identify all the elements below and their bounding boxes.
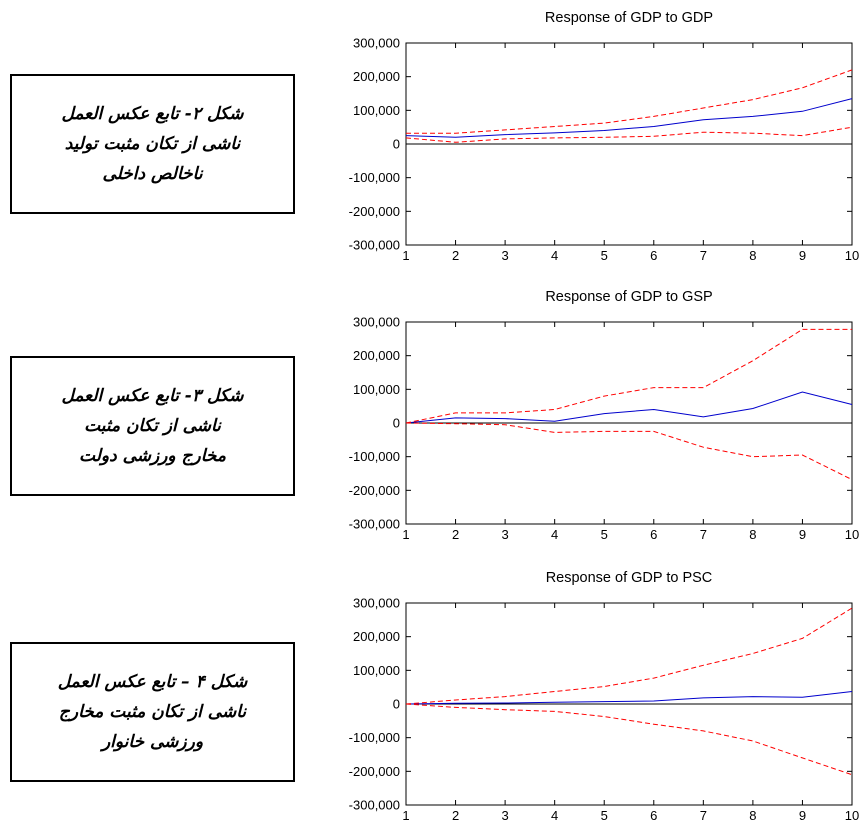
y-tick-label: -300,000 (349, 517, 400, 532)
caption-line: ناخالص داخلی (102, 164, 203, 184)
confidence-band-upper (406, 69, 853, 134)
x-tick-label: 4 (551, 808, 558, 823)
x-tick-label: 9 (799, 527, 806, 542)
impulse-response-chart: Response of GDP to PSC -300,000 -200,000 -1… (349, 570, 860, 823)
y-tick-label: 300,000 (353, 596, 400, 611)
chart-title: Response of GDP to GSP (545, 289, 712, 305)
x-tick-label: 8 (749, 248, 756, 263)
y-tick-label: 300,000 (353, 315, 400, 330)
caption-box: شکل ۳- تابع عکس العمل ناشی از تکان مثبت … (10, 356, 295, 496)
x-tick-label: 2 (452, 808, 459, 823)
chart-title: Response of GDP to PSC (546, 570, 713, 586)
y-tick-label: -100,000 (349, 730, 400, 745)
x-tick-label: 5 (601, 248, 608, 263)
y-tick-label: -300,000 (349, 238, 400, 253)
y-tick-label: -200,000 (349, 204, 400, 219)
x-tick-label: 10 (845, 248, 859, 263)
x-tick-label: 1 (402, 248, 409, 263)
y-tick-label: 100,000 (353, 663, 400, 678)
x-tick-label: 6 (650, 808, 657, 823)
x-tick-label: 3 (501, 527, 508, 542)
x-tick-label: 5 (601, 808, 608, 823)
y-tick-label: -100,000 (349, 449, 400, 464)
confidence-band-lower (405, 422, 853, 481)
caption-box: شکل ۴ – تابع عکس العمل ناشی از تکان مثبت… (10, 642, 295, 782)
y-tick-label: -300,000 (349, 798, 400, 813)
x-tick-label: 8 (749, 527, 756, 542)
caption-line: ناشی از تکان مثبت (84, 416, 221, 436)
y-tick-label: 200,000 (353, 69, 400, 84)
confidence-band-upper (405, 328, 852, 424)
caption-line: ناشی از تکان مثبت تولید (64, 134, 241, 154)
x-tick-label: 2 (452, 527, 459, 542)
x-tick-label: 7 (700, 808, 707, 823)
x-tick-label: 6 (650, 248, 657, 263)
y-tick-label: 200,000 (353, 348, 400, 363)
x-tick-label: 10 (845, 808, 859, 823)
x-tick-label: 9 (799, 808, 806, 823)
x-tick-label: 7 (700, 248, 707, 263)
y-tick-label: 0 (393, 416, 400, 431)
response-line (405, 691, 853, 705)
confidence-band-upper (405, 607, 853, 705)
response-line (405, 98, 853, 138)
caption-line: شکل ۲- تابع عکس العمل (61, 104, 244, 124)
caption-line: شکل ۳- تابع عکس العمل (61, 386, 244, 406)
chart-title: Response of GDP to GDP (545, 10, 713, 26)
x-tick-label: 8 (749, 808, 756, 823)
x-tick-label: 1 (402, 527, 409, 542)
impulse-response-chart: Response of GDP to GSP -300,000 -200,000 -1… (349, 289, 860, 542)
x-tick-label: 1 (402, 808, 409, 823)
x-tick-label: 2 (452, 248, 459, 263)
x-tick-label: 5 (601, 527, 608, 542)
y-tick-label: 100,000 (353, 103, 400, 118)
y-tick-label: 0 (393, 137, 400, 152)
caption-line: ورزشی خانوار (101, 732, 204, 752)
caption-line: مخارج ورزشی دولت (79, 446, 226, 466)
x-tick-label: 7 (700, 527, 707, 542)
x-tick-label: 3 (501, 248, 508, 263)
y-tick-label: -100,000 (349, 170, 400, 185)
y-tick-label: 300,000 (353, 36, 400, 51)
confidence-band-lower (405, 126, 853, 143)
x-tick-label: 9 (799, 248, 806, 263)
x-tick-label: 6 (650, 527, 657, 542)
x-tick-label: 4 (551, 527, 558, 542)
x-tick-label: 3 (501, 808, 508, 823)
caption-line: شکل ۴ – تابع عکس العمل (57, 672, 248, 692)
x-tick-label: 10 (845, 527, 859, 542)
y-tick-label: 0 (393, 697, 400, 712)
caption-box: شکل ۲- تابع عکس العمل ناشی از تکان مثبت … (10, 74, 295, 214)
caption-line: ناشی از تکان مثبت مخارج (58, 702, 247, 722)
y-tick-label: 100,000 (353, 382, 400, 397)
response-line (405, 391, 853, 424)
x-tick-label: 4 (551, 248, 558, 263)
y-tick-label: -200,000 (349, 483, 400, 498)
impulse-response-chart: Response of GDP to GDP -300,000 -200,000 -1… (349, 10, 860, 263)
y-tick-label: -200,000 (349, 764, 400, 779)
confidence-band-lower (405, 703, 853, 776)
y-tick-label: 200,000 (353, 629, 400, 644)
